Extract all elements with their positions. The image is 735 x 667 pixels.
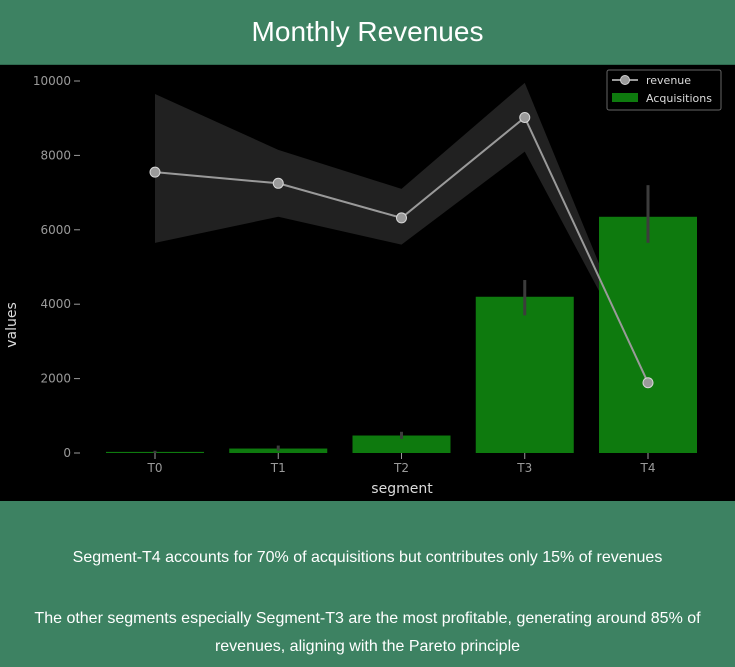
x-tick-label: T0 bbox=[147, 461, 163, 475]
x-tick-label: T2 bbox=[393, 461, 409, 475]
y-tick-label: 4000 bbox=[40, 297, 71, 311]
insights-panel: Segment-T4 accounts for 70% of acquisiti… bbox=[0, 501, 735, 667]
x-axis-label: segment bbox=[371, 481, 433, 497]
legend-label-acquisitions: Acquisitions bbox=[646, 92, 712, 105]
y-tick-label: 6000 bbox=[40, 223, 71, 237]
x-tick-label: T4 bbox=[640, 461, 656, 475]
bar-T3 bbox=[475, 296, 574, 453]
bar-T4 bbox=[599, 216, 697, 453]
revenue-acquisitions-chart: 0 2000 4000 6000 8000 10000 T0 T1 T2 T3 T4 segment… bbox=[4, 69, 722, 497]
revenue-point-T4 bbox=[642, 377, 654, 389]
page-title: Monthly Revenues bbox=[251, 16, 484, 47]
y-tick-label: 8000 bbox=[40, 148, 71, 162]
legend-bar-swatch bbox=[612, 93, 638, 102]
revenue-confidence-band bbox=[155, 82, 648, 383]
y-tick-label: 10000 bbox=[33, 74, 71, 88]
y-tick-label: 2000 bbox=[40, 372, 71, 386]
revenue-point-T3 bbox=[519, 111, 531, 123]
x-tick-label: T3 bbox=[516, 461, 532, 475]
insight-line-2: The other segments especially Segment-T3… bbox=[34, 610, 701, 655]
legend: revenue Acquisitions bbox=[606, 69, 722, 111]
revenue-point-T0 bbox=[149, 166, 161, 178]
y-tick-label: 0 bbox=[63, 446, 71, 460]
header-banner: Monthly Revenues bbox=[0, 0, 735, 65]
legend-marker-swatch bbox=[620, 75, 630, 85]
bar-T2 bbox=[352, 435, 451, 453]
chart-panel: 0 2000 4000 6000 8000 10000 T0 T1 T2 T3 T4 segment… bbox=[0, 65, 735, 501]
revenue-point-T1 bbox=[272, 177, 284, 189]
insight-line-1: Segment-T4 accounts for 70% of acquisiti… bbox=[72, 549, 663, 566]
legend-label-revenue: revenue bbox=[646, 74, 691, 87]
revenue-point-T2 bbox=[396, 212, 407, 224]
x-tick-label: T1 bbox=[270, 461, 286, 475]
y-axis-label: values bbox=[4, 302, 20, 348]
